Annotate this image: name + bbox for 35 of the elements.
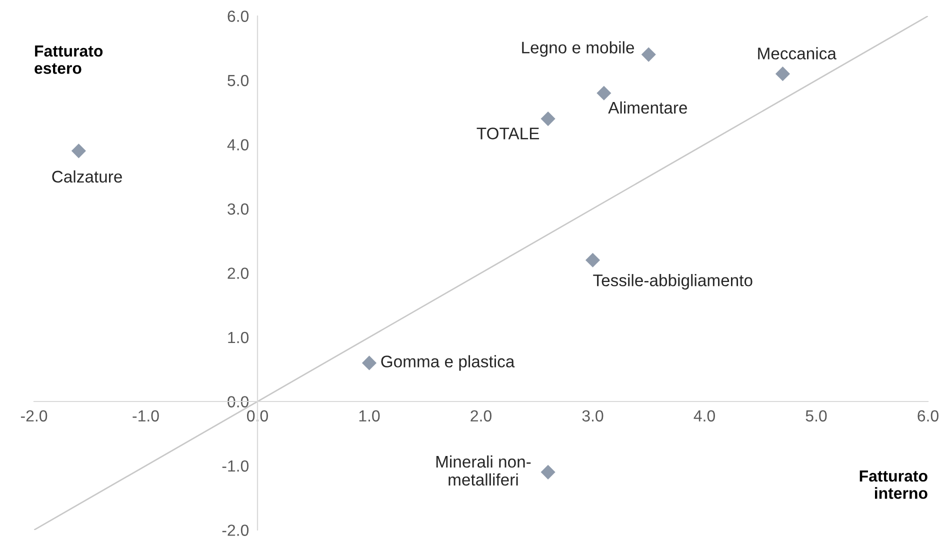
x-tick-label: 4.0 xyxy=(694,410,715,422)
annotation: Legno e mobile xyxy=(522,41,634,57)
y-tick-label: -1.0 xyxy=(222,460,249,472)
y-tick-label: 4.0 xyxy=(227,139,249,150)
x-tick-label: -1.0 xyxy=(132,410,159,422)
x-tick-label: 2.0 xyxy=(470,410,492,422)
x-tick-label: 5.0 xyxy=(806,410,827,422)
x-tick-label: 6.0 xyxy=(918,410,938,422)
point xyxy=(71,144,86,158)
point xyxy=(641,47,656,62)
annotation: TOTALE xyxy=(476,128,540,140)
point xyxy=(596,86,612,100)
annotation: Gomma e plastica xyxy=(381,355,515,371)
point xyxy=(775,66,790,82)
y-tick-label: 5.0 xyxy=(228,74,249,86)
point xyxy=(362,356,377,370)
y-tick-label: 2.0 xyxy=(228,268,249,279)
x-tick-label: 3.0 xyxy=(582,410,604,422)
x-tick-label: -2.0 xyxy=(20,410,48,422)
annotation: Meccanica xyxy=(758,47,836,60)
y-tick-label: 6.0 xyxy=(228,10,249,22)
y-tick-label: -2.0 xyxy=(222,524,249,536)
point xyxy=(540,112,556,126)
x-tick-label: 1.0 xyxy=(359,410,380,422)
y-tick-label: 3.0 xyxy=(228,203,249,215)
annotation: Calzature xyxy=(52,170,122,183)
x-tick-label: 0.0 xyxy=(247,410,268,422)
x-axis-title: Fatturato interno xyxy=(860,470,928,499)
annotation: Minerali non- metalliferi xyxy=(436,455,531,486)
annotation: Tessile-abbigliamento xyxy=(593,274,752,290)
point xyxy=(585,252,600,268)
y-axis-title: Fatturato estero xyxy=(34,46,103,74)
annotation: Alimentare xyxy=(608,101,688,114)
y-tick-label: 1.0 xyxy=(228,332,249,344)
point xyxy=(540,464,556,480)
